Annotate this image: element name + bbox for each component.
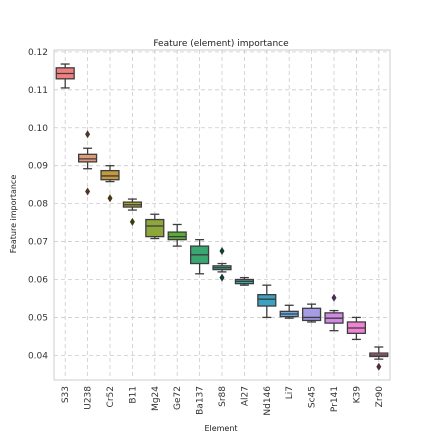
x-tick-label-s33: S33	[61, 386, 71, 403]
y-tick-label: 0.12	[28, 48, 48, 58]
chart-title: Feature (element) importance	[153, 39, 289, 49]
x-tick-label-ba137: Ba137	[196, 386, 206, 415]
box-zr90	[369, 346, 389, 371]
x-tick-label-li7: Li7	[285, 386, 295, 399]
box-mg24	[145, 213, 165, 240]
box-sr88	[212, 247, 232, 282]
x-tick-label-sr88: Sr88	[218, 386, 228, 407]
box-s33	[55, 63, 75, 89]
outlier-point	[129, 217, 135, 226]
y-tick-label: 0.11	[28, 86, 48, 96]
x-axis-label: Element	[204, 424, 237, 432]
x-tick-label-k39: K39	[352, 386, 362, 404]
x-tick-label-u238: U238	[84, 386, 94, 410]
box-cr52	[100, 165, 120, 203]
outlier-point	[85, 187, 91, 196]
outlier-point	[107, 194, 113, 203]
grid-lines	[54, 50, 390, 380]
x-tick-label-al27: Al27	[240, 386, 250, 406]
y-axis-ticks: 0.04 0.05 0.06 0.07 0.08 0.09 0.10 0.11 0.12	[28, 48, 48, 361]
plot-frame	[53, 49, 391, 381]
y-tick-label: 0.05	[28, 313, 48, 323]
box-iqr	[145, 218, 165, 238]
x-tick-label-nd146: Nd146	[263, 386, 273, 416]
box-iqr	[100, 169, 120, 181]
box-iqr	[167, 231, 187, 241]
x-tick-label-pr141: Pr141	[330, 386, 340, 412]
x-tick-label-ge72: Ge72	[173, 386, 183, 410]
box-k39	[346, 316, 367, 341]
outlier-point	[219, 273, 225, 282]
box-iqr	[257, 294, 277, 307]
x-tick-label-sc45: Sc45	[308, 386, 318, 408]
y-tick-label: 0.10	[28, 124, 48, 134]
x-axis-ticks: S33 U238 Cr52 B11 Mg24 Ge72 Ba137 Sr88 Al27 Nd146…	[61, 386, 385, 416]
box-iqr	[77, 153, 98, 163]
x-tick-label-b11: B11	[128, 386, 138, 404]
y-tick-label: 0.08	[28, 200, 48, 210]
x-tick-label-zr90: Zr90	[375, 386, 385, 408]
y-axis-label: Feature importance	[9, 175, 18, 254]
box-iqr	[301, 307, 322, 322]
box-ge72	[167, 223, 187, 247]
box-series	[55, 63, 389, 371]
x-tick-label-mg24: Mg24	[151, 386, 161, 411]
box-pr141	[324, 293, 344, 332]
box-sc45	[301, 303, 322, 323]
box-li7	[279, 304, 299, 319]
y-tick-label: 0.06	[28, 275, 48, 285]
outlier-point	[331, 293, 337, 302]
box-b11	[122, 198, 143, 226]
outlier-point	[376, 362, 382, 371]
box-nd146	[257, 284, 277, 319]
box-ba137	[189, 239, 210, 275]
y-tick-label: 0.07	[28, 238, 48, 248]
outlier-point	[85, 130, 91, 139]
box-u238	[77, 130, 98, 196]
y-tick-label: 0.04	[28, 351, 48, 361]
outlier-point	[219, 247, 225, 256]
box-al27	[234, 276, 255, 286]
y-tick-label: 0.09	[28, 162, 48, 172]
x-tick-label-cr52: Cr52	[106, 386, 116, 407]
